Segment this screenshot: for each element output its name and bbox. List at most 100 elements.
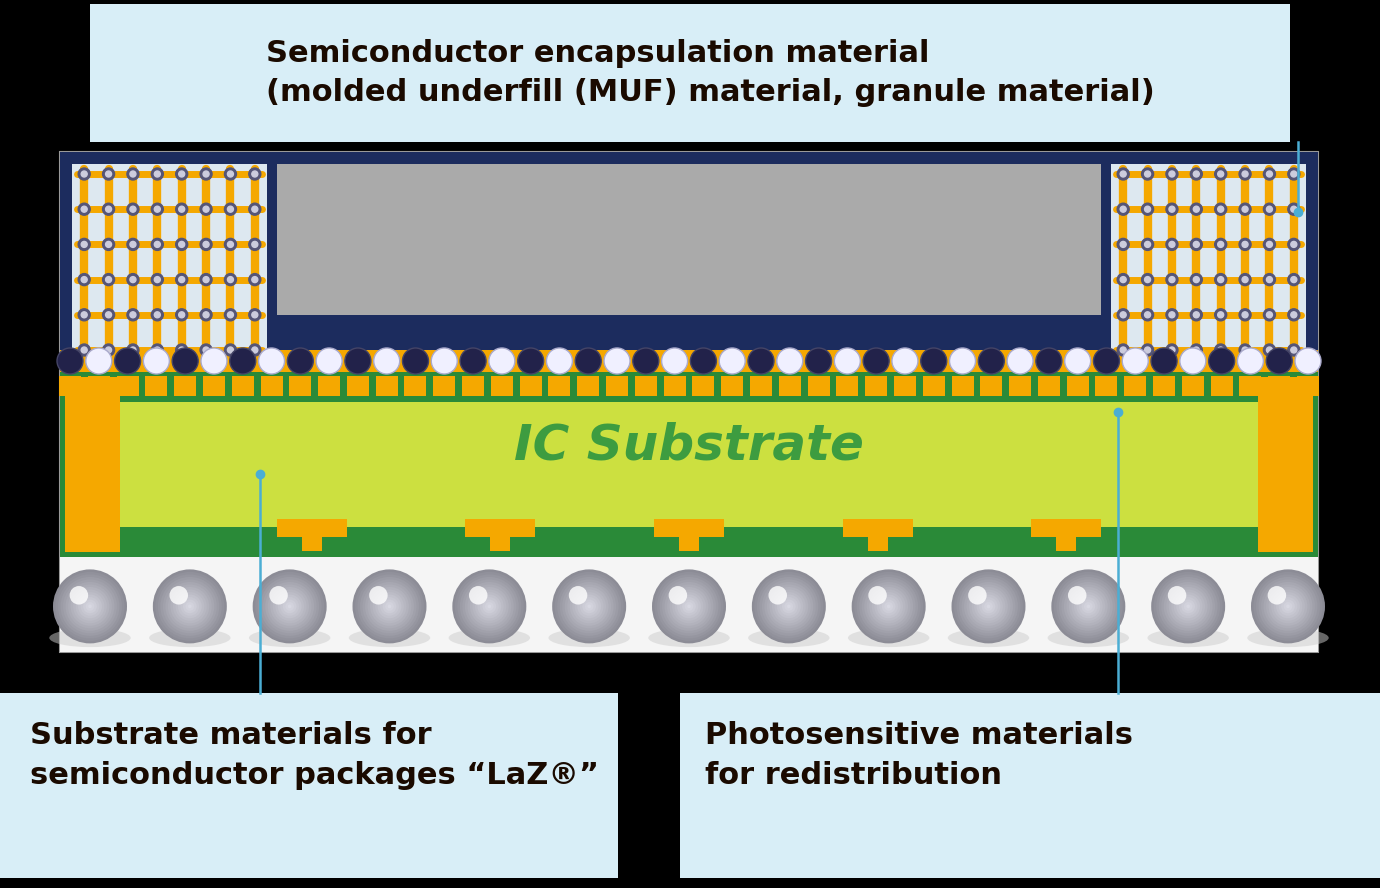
Circle shape bbox=[1214, 309, 1227, 321]
Circle shape bbox=[835, 348, 860, 374]
Circle shape bbox=[79, 203, 90, 215]
Circle shape bbox=[1194, 206, 1199, 212]
Circle shape bbox=[178, 242, 185, 248]
Circle shape bbox=[52, 569, 127, 644]
Circle shape bbox=[1121, 347, 1126, 353]
Circle shape bbox=[651, 569, 726, 644]
Circle shape bbox=[61, 577, 120, 636]
Circle shape bbox=[1141, 274, 1154, 286]
Circle shape bbox=[248, 168, 261, 180]
FancyBboxPatch shape bbox=[59, 557, 1318, 652]
Circle shape bbox=[1214, 203, 1227, 215]
Circle shape bbox=[887, 605, 890, 608]
Circle shape bbox=[678, 594, 701, 618]
FancyBboxPatch shape bbox=[277, 164, 1101, 315]
FancyBboxPatch shape bbox=[807, 376, 829, 396]
Circle shape bbox=[184, 599, 197, 614]
Circle shape bbox=[168, 584, 211, 629]
Circle shape bbox=[275, 592, 304, 621]
Circle shape bbox=[1288, 274, 1300, 286]
Circle shape bbox=[460, 577, 519, 636]
Circle shape bbox=[752, 569, 825, 644]
Circle shape bbox=[228, 206, 233, 212]
Ellipse shape bbox=[948, 629, 1029, 647]
Circle shape bbox=[1239, 274, 1252, 286]
Circle shape bbox=[68, 584, 112, 629]
Circle shape bbox=[352, 569, 426, 644]
Circle shape bbox=[660, 577, 719, 636]
Circle shape bbox=[170, 587, 210, 626]
Circle shape bbox=[288, 605, 291, 608]
Circle shape bbox=[1163, 582, 1213, 630]
FancyBboxPatch shape bbox=[116, 376, 138, 396]
Circle shape bbox=[83, 599, 97, 614]
FancyBboxPatch shape bbox=[836, 376, 858, 396]
Circle shape bbox=[172, 590, 207, 623]
Circle shape bbox=[156, 572, 225, 641]
Circle shape bbox=[1169, 347, 1174, 353]
Circle shape bbox=[891, 348, 918, 374]
Circle shape bbox=[860, 577, 918, 636]
Ellipse shape bbox=[649, 629, 730, 647]
Circle shape bbox=[920, 348, 947, 374]
Circle shape bbox=[483, 599, 497, 614]
Circle shape bbox=[1259, 577, 1318, 636]
Circle shape bbox=[1239, 344, 1252, 356]
FancyBboxPatch shape bbox=[404, 376, 426, 396]
Circle shape bbox=[225, 168, 236, 180]
FancyBboxPatch shape bbox=[433, 376, 455, 396]
Circle shape bbox=[1118, 344, 1129, 356]
Circle shape bbox=[130, 242, 137, 248]
Circle shape bbox=[1264, 168, 1275, 180]
FancyBboxPatch shape bbox=[174, 376, 196, 396]
FancyBboxPatch shape bbox=[290, 376, 312, 396]
Circle shape bbox=[1261, 580, 1315, 633]
FancyBboxPatch shape bbox=[680, 693, 1380, 878]
Circle shape bbox=[806, 348, 832, 374]
Circle shape bbox=[155, 347, 160, 353]
Circle shape bbox=[1194, 171, 1199, 177]
Circle shape bbox=[1068, 586, 1086, 605]
Circle shape bbox=[455, 572, 524, 641]
Circle shape bbox=[1071, 590, 1105, 623]
Circle shape bbox=[1166, 584, 1210, 629]
Circle shape bbox=[286, 602, 294, 611]
Text: Substrate materials for
semiconductor packages “LaZ®”: Substrate materials for semiconductor pa… bbox=[30, 721, 599, 790]
Circle shape bbox=[57, 348, 83, 374]
Circle shape bbox=[70, 587, 109, 626]
FancyBboxPatch shape bbox=[1181, 376, 1203, 396]
Circle shape bbox=[654, 572, 723, 641]
Circle shape bbox=[1288, 344, 1300, 356]
Circle shape bbox=[201, 348, 226, 374]
Circle shape bbox=[1191, 309, 1202, 321]
Circle shape bbox=[261, 577, 319, 636]
Circle shape bbox=[472, 590, 506, 623]
Circle shape bbox=[105, 171, 112, 177]
Circle shape bbox=[366, 582, 414, 630]
Circle shape bbox=[1191, 344, 1202, 356]
Circle shape bbox=[175, 203, 188, 215]
FancyBboxPatch shape bbox=[1057, 537, 1076, 551]
Circle shape bbox=[81, 171, 87, 177]
Circle shape bbox=[1144, 242, 1151, 248]
Circle shape bbox=[782, 599, 796, 614]
FancyBboxPatch shape bbox=[843, 519, 912, 537]
Circle shape bbox=[570, 587, 609, 626]
Circle shape bbox=[127, 168, 139, 180]
Circle shape bbox=[1214, 168, 1227, 180]
Circle shape bbox=[1076, 594, 1100, 618]
Circle shape bbox=[672, 590, 707, 623]
Circle shape bbox=[175, 344, 188, 356]
Circle shape bbox=[1242, 206, 1248, 212]
Circle shape bbox=[368, 586, 388, 605]
Circle shape bbox=[1141, 238, 1154, 250]
Circle shape bbox=[1067, 584, 1111, 629]
Circle shape bbox=[130, 347, 137, 353]
Circle shape bbox=[1118, 309, 1129, 321]
Circle shape bbox=[355, 572, 424, 641]
Circle shape bbox=[575, 348, 602, 374]
Circle shape bbox=[719, 348, 745, 374]
Circle shape bbox=[475, 592, 504, 621]
Circle shape bbox=[203, 242, 208, 248]
Circle shape bbox=[962, 580, 1016, 633]
